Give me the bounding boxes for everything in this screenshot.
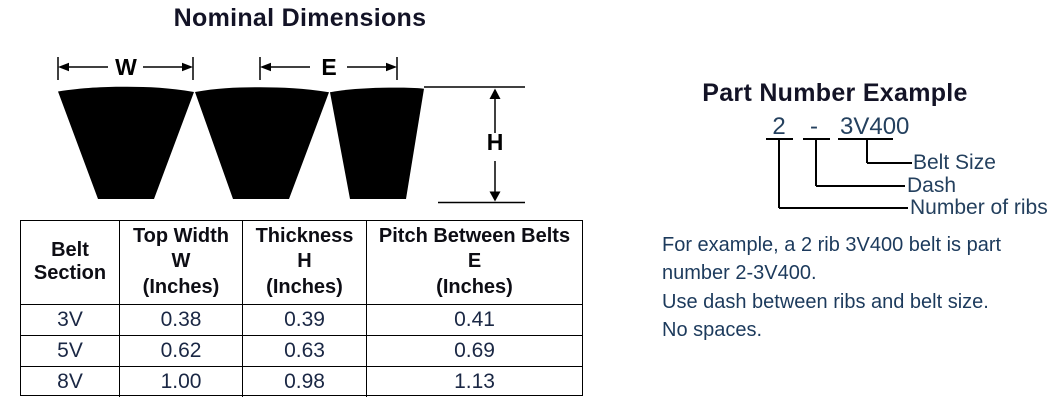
svg-text:2: 2 [772,113,785,140]
svg-text:Number of ribs: Number of ribs [910,196,1048,219]
svg-text:-: - [810,113,818,140]
svg-text:3V400: 3V400 [840,113,909,140]
svg-text:Dash: Dash [907,174,956,197]
svg-text:Belt Size: Belt Size [913,151,996,174]
